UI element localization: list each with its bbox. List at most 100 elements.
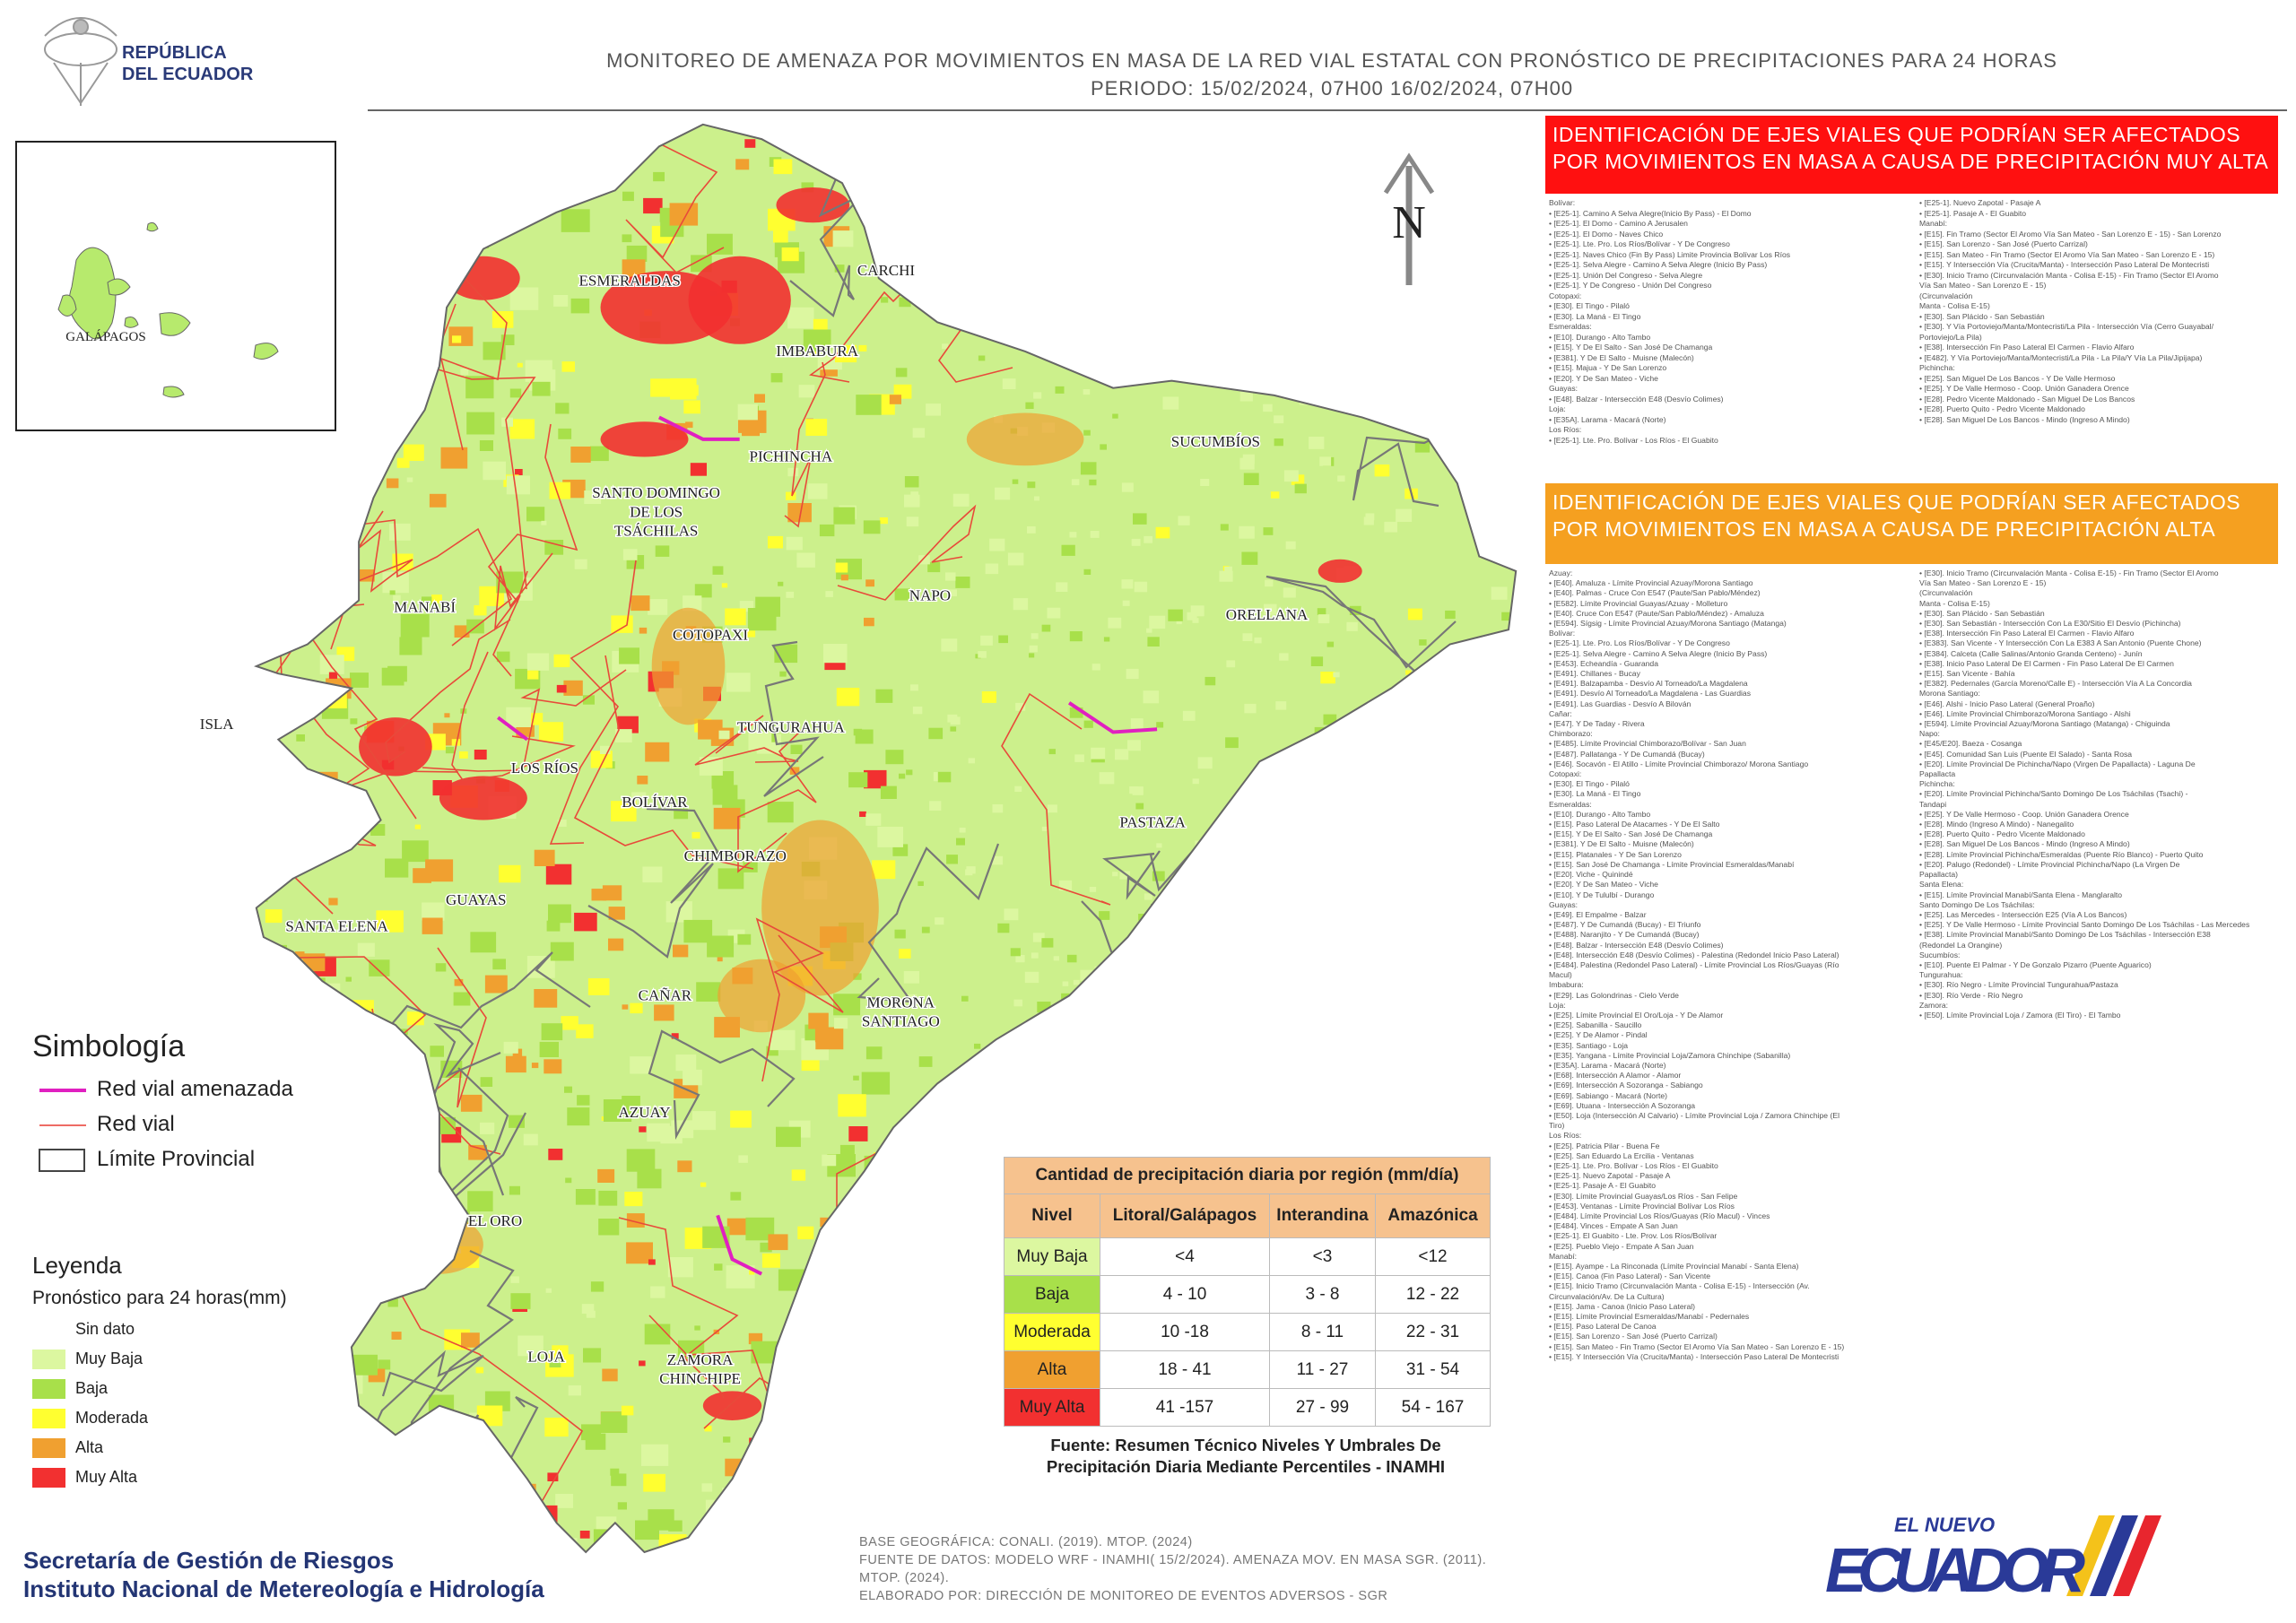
list-item: Santa Elena:: [1919, 880, 1964, 890]
table-header-row: Nivel Litoral/Galápagos Interandina Amazóni…: [1004, 1193, 1491, 1238]
precip-cell: [1003, 124, 1013, 128]
provincial-border: [430, 1022, 505, 1196]
precip-cell: [262, 1242, 278, 1254]
precip-cell: [986, 303, 997, 313]
precip-cell: [336, 476, 345, 483]
provincial-border: [1102, 837, 1205, 900]
precip-cell: [838, 1094, 866, 1117]
table-cell: 12 - 22: [1375, 1275, 1491, 1314]
precip-cell: [396, 293, 423, 315]
precip-cell: [882, 199, 898, 213]
precip-cell: [1225, 737, 1239, 749]
precip-cell: [1501, 803, 1517, 817]
precip-cell: [1055, 348, 1072, 362]
precip-cell: [1295, 310, 1309, 321]
precip-cell: [906, 516, 919, 527]
list-item: • [E25-1]. Unión Del Congreso - Selva Al…: [1549, 270, 1703, 280]
list-item: • [E25-1]. Lte. Pro. Bolívar - Los Ríos …: [1549, 1160, 1718, 1170]
precip-cell: [387, 180, 401, 191]
precip-cell: [910, 491, 918, 499]
list-item: • [E15]. Y De El Salto - San José De Cha…: [1549, 343, 1713, 352]
precip-cell: [643, 197, 663, 214]
precip-cell: [713, 807, 741, 829]
precip-cell: [927, 561, 941, 573]
precip-cell: [421, 336, 441, 353]
list-item: • [E30]. Y Vía Portoviejo/Manta/Montecri…: [1919, 322, 2213, 331]
precip-cell: [372, 287, 379, 293]
list-item: • [E15]. Fin Tramo (Sector El Aromo Vía …: [1919, 229, 2222, 239]
precip-cell: [935, 917, 944, 925]
precip-cell: [1302, 819, 1310, 825]
precip-cell: [1333, 672, 1340, 678]
precip-cell: [1472, 153, 1484, 164]
precip-cell: [1122, 600, 1130, 606]
muy-alta-zone: [1174, 910, 1228, 934]
precip-cell: [761, 1253, 780, 1268]
precip-cell: [1359, 1120, 1374, 1133]
precip-cell: [1089, 887, 1097, 892]
table-header: Amazónica: [1375, 1193, 1491, 1238]
precip-cell: [971, 1151, 979, 1158]
galapagos: [57, 221, 279, 398]
precip-cell: [316, 1275, 326, 1284]
province-label: PASTAZA: [1119, 814, 1186, 831]
precip-cell: [429, 493, 447, 508]
precip-cell: [1247, 804, 1258, 814]
precip-cell: [1493, 460, 1504, 469]
precip-cell: [1400, 1119, 1412, 1128]
list-item: • [E28]. Límite Provincial Pichincha/Esm…: [1919, 849, 2204, 859]
precip-cell: [944, 1416, 955, 1425]
precip-cell: [435, 963, 447, 972]
precip-cell: [749, 1270, 755, 1275]
simbologia-symbols: [39, 1089, 86, 1172]
list-item: • [E15]. Ayampe - La Rinconada (Límite P…: [1549, 1262, 1799, 1271]
precip-cell: [929, 1373, 936, 1379]
precip-cell: [693, 1549, 705, 1552]
precip-cell: [256, 1371, 261, 1379]
precip-cell: [338, 1023, 345, 1029]
precip-cell: [396, 280, 414, 295]
precip-cell: [1396, 358, 1405, 364]
precip-cell: [1415, 1567, 1426, 1575]
precip-cell: [1196, 1067, 1212, 1079]
precip-cell: [899, 297, 911, 308]
precip-cell: [1014, 785, 1022, 792]
inset-frame: [15, 141, 336, 431]
precip-cell: [546, 1580, 561, 1593]
province-label: TUNGURAHUA: [737, 719, 846, 736]
precip-cell: [550, 942, 574, 961]
precip-cell: [1033, 392, 1042, 399]
precip-cell: [608, 938, 624, 951]
legend-swatch: [32, 1468, 65, 1488]
org-line: Instituto Nacional de Metereología e Hid…: [23, 1575, 544, 1602]
precip-cell: [397, 289, 413, 301]
precip-cell: [1422, 1083, 1431, 1091]
precip-cell: [732, 1551, 739, 1552]
credit-line: BASE GEOGRÁFICA: CONALI. (2019). MTOP. (…: [859, 1535, 1193, 1549]
road: [422, 669, 627, 772]
list-item: Manta - Colisa E-15): [1919, 301, 1990, 310]
precip-cell: [1071, 479, 1080, 486]
table-cell: 8 - 11: [1269, 1313, 1376, 1351]
precip-cell: [1060, 141, 1069, 148]
list-item: • [E46]. Socavón - El Atillo - Límite Pr…: [1549, 759, 1809, 768]
precip-cell: [1300, 360, 1315, 372]
precip-cell: [503, 161, 522, 176]
precip-cell: [1380, 305, 1396, 317]
precip-cell: [996, 186, 1012, 198]
credit-line: MTOP. (2024).: [859, 1571, 950, 1585]
precip-cell: [746, 630, 756, 638]
precip-cell: [483, 342, 506, 360]
table-cell: 41 -157: [1100, 1388, 1270, 1427]
precip-cell: [581, 1304, 595, 1314]
precip-cell: [1512, 619, 1517, 626]
list-item: • [E15]. Y Intersección Vía (Crucita/Man…: [1919, 260, 2210, 269]
precip-cell: [1005, 1080, 1022, 1093]
list-item: Napo:: [1919, 729, 1940, 739]
precip-cell: [880, 785, 897, 799]
brand-stripes: [2066, 1515, 2161, 1596]
precip-cell: [1429, 698, 1439, 706]
precip-cell: [801, 182, 814, 193]
precip-cell: [602, 1368, 618, 1382]
precip-cell: [277, 450, 306, 473]
